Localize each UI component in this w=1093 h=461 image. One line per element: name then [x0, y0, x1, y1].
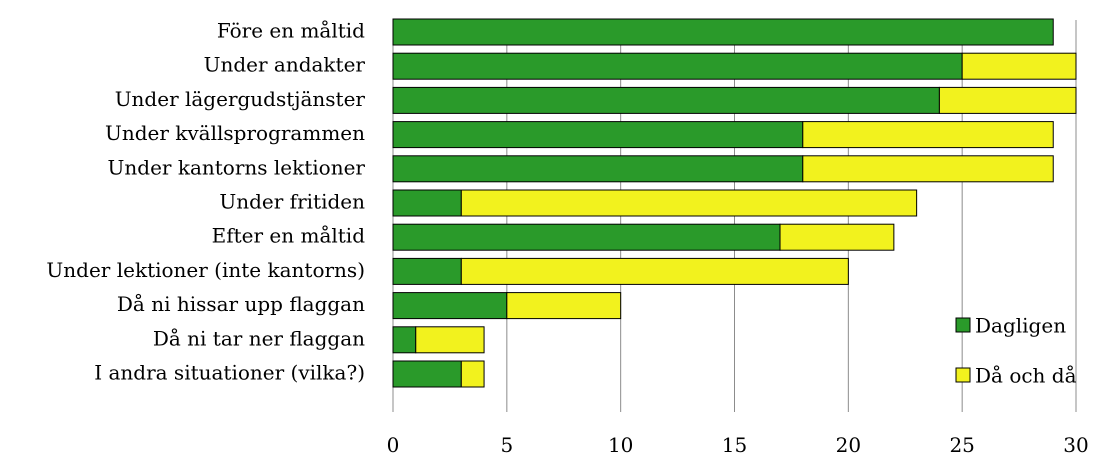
- bar-dagligen-4: [392, 155, 804, 183]
- category-label-4: Under kantorns lektioner: [108, 155, 366, 179]
- category-label-7: Under lektioner (inte kantorns): [46, 258, 365, 282]
- bar-dagligen-1: [392, 52, 963, 80]
- x-tick-label-25: 25: [949, 433, 974, 457]
- category-label-6: Efter en måltid: [212, 224, 366, 248]
- bar-dagligen-5: [392, 189, 462, 217]
- category-labels: Före en måltid Under andakter Under lägerg…: [46, 19, 365, 385]
- bar-da-och-da-10: [460, 360, 485, 388]
- bar-da-och-da-1: [961, 52, 1077, 80]
- bar-da-och-da-7: [460, 257, 849, 285]
- bar-da-och-da-2: [938, 86, 1077, 114]
- x-tick-label-10: 10: [608, 433, 633, 457]
- bar-dagligen-10: [392, 360, 462, 388]
- legend-label-0: Dagligen: [975, 314, 1066, 338]
- bar-dagligen-6: [392, 223, 781, 251]
- bar-dagligen-2: [392, 86, 940, 114]
- bar-dagligen-3: [392, 121, 804, 149]
- category-label-8: Då ni hissar upp flaggan: [117, 292, 365, 316]
- bar-da-och-da-5: [460, 189, 918, 217]
- x-tick-label-30: 30: [1063, 433, 1088, 457]
- category-label-3: Under kvällsprogrammen: [105, 121, 365, 145]
- category-label-2: Under lägergudstjänster: [115, 87, 366, 111]
- bar-dagligen-0: [392, 18, 1054, 46]
- category-label-5: Under fritiden: [219, 190, 365, 214]
- category-label-1: Under andakter: [204, 53, 366, 77]
- bar-da-och-da-3: [802, 121, 1054, 149]
- bars: [392, 18, 1077, 388]
- x-tick-label-5: 5: [500, 433, 513, 457]
- bar-da-och-da-4: [802, 155, 1054, 183]
- bar-dagligen-9: [392, 326, 417, 354]
- legend-swatch-1: [955, 367, 971, 383]
- legend-swatch-0: [955, 317, 971, 333]
- bar-dagligen-8: [392, 292, 508, 320]
- x-tick-label-15: 15: [722, 433, 747, 457]
- category-label-10: I andra situationer (vilka?): [94, 361, 365, 385]
- x-tick-label-0: 0: [387, 433, 400, 457]
- bar-dagligen-7: [392, 257, 462, 285]
- legend: Dagligen Då och då: [955, 314, 1077, 388]
- legend-label-1: Då och då: [975, 364, 1077, 388]
- bar-da-och-da-8: [506, 292, 622, 320]
- category-label-9: Då ni tar ner flaggan: [153, 326, 365, 350]
- category-label-0: Före en måltid: [217, 19, 365, 43]
- bar-da-och-da-9: [415, 326, 485, 354]
- x-tick-labels: 0 5 10 15 20 25 30: [387, 433, 1089, 457]
- bar-da-och-da-6: [779, 223, 895, 251]
- x-tick-label-20: 20: [836, 433, 861, 457]
